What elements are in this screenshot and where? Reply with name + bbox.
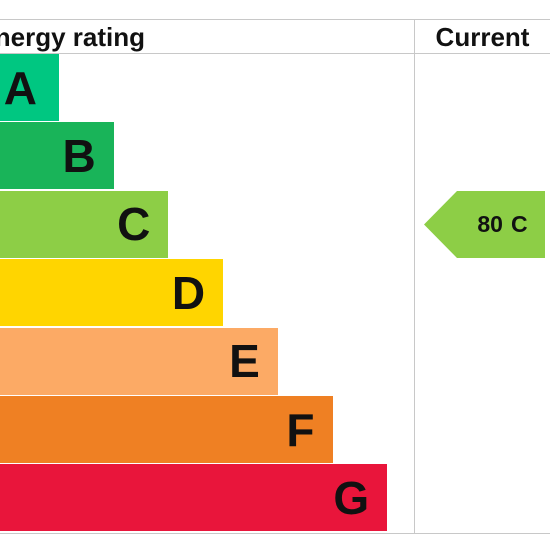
band-letter-f: F bbox=[286, 403, 315, 456]
current-rating-band: C bbox=[510, 211, 528, 237]
band-letter-g: G bbox=[333, 471, 370, 524]
table-top-border bbox=[0, 19, 550, 20]
band-e: E bbox=[0, 327, 278, 395]
current-column-header: Current bbox=[435, 22, 530, 52]
band-c: C bbox=[0, 190, 169, 258]
column-divider bbox=[414, 19, 415, 534]
band-g: G bbox=[0, 464, 388, 532]
band-d: D bbox=[0, 259, 224, 327]
band-a: A bbox=[0, 54, 59, 121]
table-bottom-border bbox=[0, 533, 550, 534]
band-letter-b: B bbox=[62, 129, 96, 182]
band-letter-e: E bbox=[229, 335, 260, 388]
band-b: B bbox=[0, 122, 114, 190]
band-f: F bbox=[0, 396, 333, 463]
band-letter-a: A bbox=[3, 61, 37, 114]
current-rating-value: 80 bbox=[477, 211, 503, 237]
header-divider bbox=[0, 53, 550, 54]
band-letter-d: D bbox=[171, 266, 206, 319]
chart-title: Energy rating bbox=[0, 22, 145, 52]
band-letter-c: C bbox=[117, 198, 151, 251]
current-rating-indicator: 80 C bbox=[424, 191, 545, 258]
